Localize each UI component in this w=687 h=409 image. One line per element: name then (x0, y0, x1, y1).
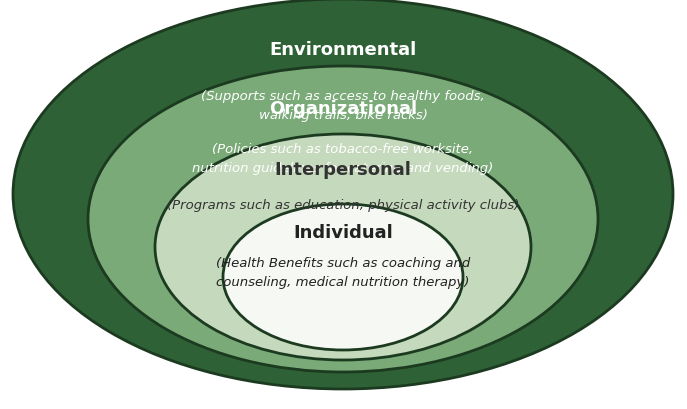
Text: (Supports such as access to healthy foods,
walking trails, bike racks): (Supports such as access to healthy food… (201, 90, 485, 122)
Text: Organizational: Organizational (269, 100, 417, 118)
Text: (Programs such as education, physical activity clubs): (Programs such as education, physical ac… (167, 198, 519, 211)
Text: Individual: Individual (293, 223, 393, 241)
Ellipse shape (88, 67, 598, 372)
Text: (Policies such as tobacco-free worksite,
nutrition guidelines for catering and v: (Policies such as tobacco-free worksite,… (192, 143, 494, 175)
Text: (Health Benefits such as coaching and
counseling, medical nutrition therapy): (Health Benefits such as coaching and co… (216, 256, 470, 288)
Ellipse shape (223, 204, 463, 350)
Text: Environmental: Environmental (269, 41, 416, 59)
Ellipse shape (155, 135, 531, 360)
Text: Interpersonal: Interpersonal (275, 161, 412, 179)
Ellipse shape (13, 0, 673, 389)
